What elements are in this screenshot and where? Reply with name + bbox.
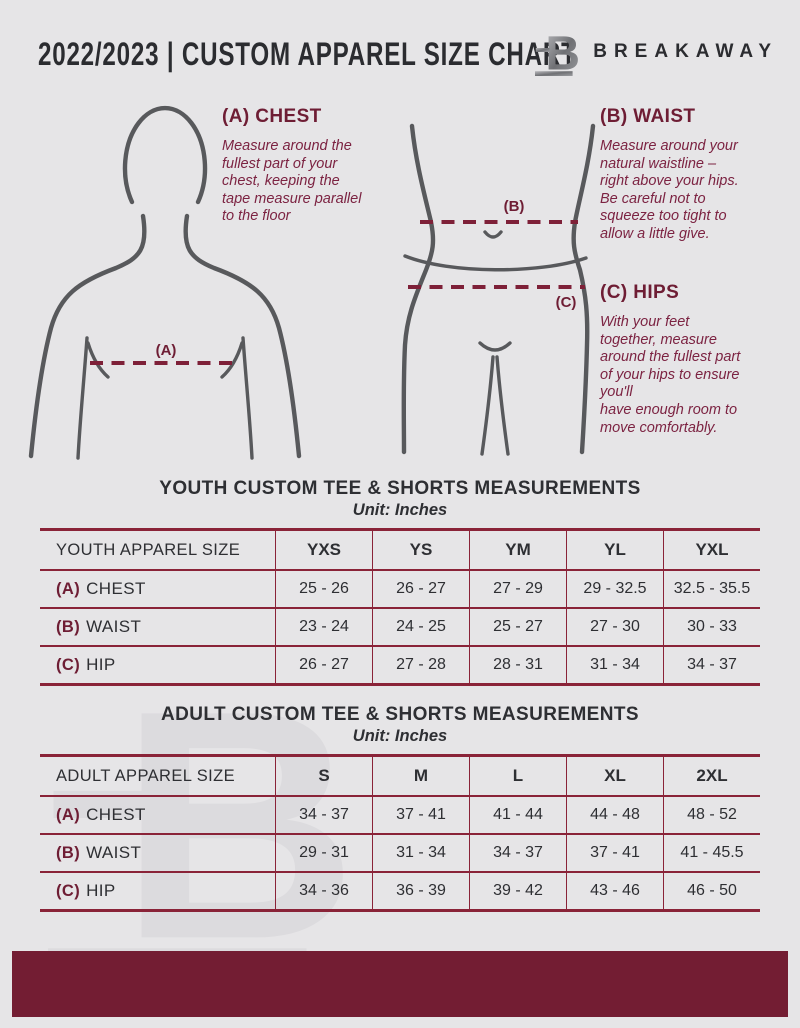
- measurement-cell: 29 - 32.5: [566, 571, 663, 607]
- hips-heading: (C) HIPS: [600, 282, 680, 303]
- row-label-prefix: (B): [56, 617, 81, 636]
- row-label-text: CHEST: [86, 805, 146, 824]
- lower-body-figure: (B) (C): [401, 123, 596, 456]
- row-label: (A) CHEST: [40, 571, 275, 607]
- size-column-header: YM: [469, 531, 566, 569]
- row-label-prefix: (B): [56, 843, 81, 862]
- measurement-cell: 37 - 41: [566, 835, 663, 871]
- adult-size-table: ADULT APPAREL SIZE S M L XL 2XL (A) CHEST 34 - 3…: [40, 754, 760, 912]
- measurement-cell: 27 - 30: [566, 609, 663, 645]
- footer-bar: [12, 951, 788, 1017]
- row-label: (B) WAIST: [40, 609, 275, 645]
- hips-line-label: (C): [556, 294, 577, 311]
- measurement-cell: 41 - 45.5: [663, 835, 760, 871]
- brand-block: B BREAKAWAY: [535, 22, 778, 82]
- measurement-cell: 48 - 52: [663, 797, 760, 833]
- size-column-header: XL: [566, 757, 663, 795]
- hips-instruction: (C) HIPS With your feet together, measur…: [600, 282, 795, 437]
- waist-body-text: Measure around your natural waistline – …: [600, 138, 739, 242]
- size-column-header: YL: [566, 531, 663, 569]
- measurement-cell: 30 - 33: [663, 609, 760, 645]
- size-column-header: YXS: [275, 531, 372, 569]
- measurement-cell: 32.5 - 35.5: [663, 571, 760, 607]
- measurement-cell: 27 - 28: [372, 647, 469, 683]
- measurement-cell: 41 - 44: [469, 797, 566, 833]
- size-column-header: YS: [372, 531, 469, 569]
- table-row: (C) HIP 26 - 27 27 - 28 28 - 31 31 - 34 34 - 3…: [40, 645, 760, 683]
- chest-heading: (A) CHEST: [222, 106, 322, 127]
- waist-instruction: (B) WAIST Measure around your natural wa…: [600, 106, 795, 244]
- measurement-cell: 25 - 27: [469, 609, 566, 645]
- table-row: (A) CHEST 25 - 26 26 - 27 27 - 29 29 - 32.5 32…: [40, 569, 760, 607]
- row-label: (C) HIP: [40, 647, 275, 683]
- table-header-row: ADULT APPAREL SIZE S M L XL 2XL: [40, 757, 760, 795]
- measurement-cell: 39 - 42: [469, 873, 566, 909]
- table-header-row: YOUTH APPAREL SIZE YXS YS YM YL YXL: [40, 531, 760, 569]
- measurement-cell: 23 - 24: [275, 609, 372, 645]
- row-label: (C) HIP: [40, 873, 275, 909]
- measurement-cell: 43 - 46: [566, 873, 663, 909]
- adult-table-unit: Unit: Inches: [352, 727, 448, 745]
- measurement-cell: 34 - 37: [469, 835, 566, 871]
- size-column-header: 2XL: [663, 757, 760, 795]
- table-row: (C) HIP 34 - 36 36 - 39 39 - 42 43 - 46 46 - 5…: [40, 871, 760, 909]
- breakaway-logo-icon: B: [535, 28, 580, 81]
- measurement-cell: 36 - 39: [372, 873, 469, 909]
- table-row: (B) WAIST 23 - 24 24 - 25 25 - 27 27 - 30 30 -…: [40, 607, 760, 645]
- measurement-cell: 24 - 25: [372, 609, 469, 645]
- row-label: (B) WAIST: [40, 835, 275, 871]
- row-label-text: WAIST: [86, 617, 142, 636]
- chest-line-label: (A): [156, 342, 177, 359]
- measurement-cell: 27 - 29: [469, 571, 566, 607]
- measurement-cell: 46 - 50: [663, 873, 760, 909]
- size-column-title: ADULT APPAREL SIZE: [56, 766, 235, 785]
- row-label-prefix: (C): [56, 655, 81, 674]
- measurement-cell: 28 - 31: [469, 647, 566, 683]
- row-label-prefix: (A): [56, 805, 81, 824]
- measurement-cell: 31 - 34: [566, 647, 663, 683]
- measurement-cell: 34 - 37: [663, 647, 760, 683]
- row-label-prefix: (C): [56, 881, 81, 900]
- row-label-text: CHEST: [86, 579, 146, 598]
- waist-line-label: (B): [504, 198, 525, 215]
- svg-text:B: B: [120, 643, 358, 1007]
- measurement-cell: 44 - 48: [566, 797, 663, 833]
- measurement-cell: 34 - 37: [275, 797, 372, 833]
- table-row: (A) CHEST 34 - 37 37 - 41 41 - 44 44 - 48 48 -…: [40, 795, 760, 833]
- size-column-header: S: [275, 757, 372, 795]
- hips-body-text: With your feet together, measure around …: [600, 314, 741, 436]
- row-label-text: WAIST: [86, 843, 142, 862]
- measurement-cell: 34 - 36: [275, 873, 372, 909]
- adult-table-title: ADULT CUSTOM TEE & SHORTS MEASUREMENTS: [161, 704, 639, 725]
- table-row: (B) WAIST 29 - 31 31 - 34 34 - 37 37 - 41 41 -…: [40, 833, 760, 871]
- size-column-header: L: [469, 757, 566, 795]
- row-label: (A) CHEST: [40, 797, 275, 833]
- chest-instruction: (A) CHEST Measure around the fullest par…: [222, 106, 407, 226]
- measurement-cell: 25 - 26: [275, 571, 372, 607]
- brand-name: BREAKAWAY: [593, 41, 778, 62]
- youth-size-table: YOUTH APPAREL SIZE YXS YS YM YL YXL (A) CHEST 25…: [40, 528, 760, 686]
- measurement-cell: 29 - 31: [275, 835, 372, 871]
- row-label-text: HIP: [86, 655, 116, 674]
- page-title: 2022/2023 | CUSTOM APPAREL SIZE CHART: [38, 36, 577, 73]
- size-column-header: YXL: [663, 531, 760, 569]
- measurement-cell: 26 - 27: [275, 647, 372, 683]
- row-label-text: HIP: [86, 881, 116, 900]
- upper-body-figure: (A): [28, 105, 302, 460]
- measurement-cell: 31 - 34: [372, 835, 469, 871]
- row-label-prefix: (A): [56, 579, 81, 598]
- measurement-cell: 37 - 41: [372, 797, 469, 833]
- measurement-cell: 26 - 27: [372, 571, 469, 607]
- youth-table-title: YOUTH CUSTOM TEE & SHORTS MEASUREMENTS: [159, 478, 641, 499]
- size-column-title: YOUTH APPAREL SIZE: [56, 540, 241, 559]
- youth-table-unit: Unit: Inches: [352, 501, 448, 519]
- size-column-header: M: [372, 757, 469, 795]
- waist-heading: (B) WAIST: [600, 106, 696, 127]
- chest-body-text: Measure around the fullest part of your …: [222, 138, 362, 225]
